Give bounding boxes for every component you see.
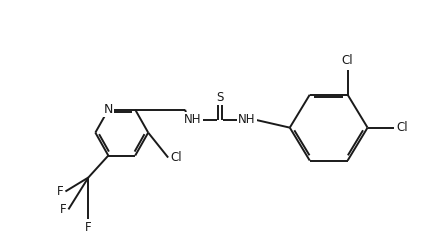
Text: Cl: Cl bbox=[397, 121, 408, 134]
Text: Cl: Cl bbox=[342, 54, 353, 67]
Text: NH: NH bbox=[238, 113, 256, 126]
Text: NH: NH bbox=[184, 113, 202, 126]
Text: S: S bbox=[216, 91, 224, 104]
Text: F: F bbox=[60, 203, 66, 216]
Text: Cl: Cl bbox=[170, 151, 182, 164]
Text: N: N bbox=[104, 103, 113, 116]
Text: F: F bbox=[85, 221, 92, 234]
Text: F: F bbox=[57, 185, 63, 198]
